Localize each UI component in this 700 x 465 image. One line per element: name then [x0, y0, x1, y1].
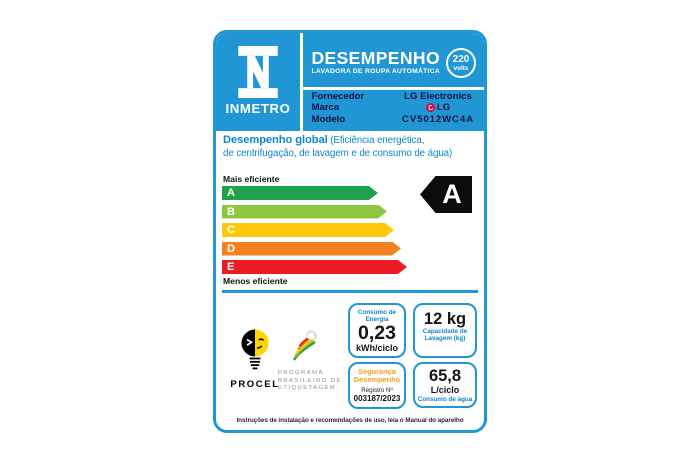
instructions-note: Instruções de instalação e recomendações… [236, 417, 464, 424]
capacity-label-line1: Capacidade de [422, 328, 468, 335]
registry-number-value: 003187/2023 [353, 393, 401, 403]
model-value: CV5012WC4A [402, 113, 474, 125]
inmetro-brand-block: INMETRO [216, 33, 300, 131]
global-heading-line1: (Eficiência energética, [327, 135, 425, 146]
grade-letter-e: E [227, 261, 235, 273]
inmetro-brand-name: INMETRO [225, 101, 291, 116]
capacity-value: 12 kg [423, 310, 467, 328]
pbe-logo-block: PROGRAMA BRASILEIRO DE ETIQUETAGEM [278, 329, 350, 393]
brand-row: Marca LG [303, 102, 485, 113]
header-horizontal-divider [302, 87, 484, 90]
energy-consumption-box: Consumo de Energia 0,23 kWh/ciclo [348, 303, 406, 358]
procel-bulb-icon [241, 329, 269, 370]
water-unit: L/ciclo [430, 385, 460, 395]
registry-title-line1: Segurança [358, 367, 396, 376]
grade-letter-c: C [227, 224, 235, 236]
supplier-row: Fornecedor LG Electronics [303, 91, 485, 102]
less-efficient-label: Menos eficiente [223, 276, 288, 286]
grade-letter-d: D [227, 242, 235, 255]
energy-unit: kWh/ciclo [355, 343, 398, 354]
pbe-line-2: BRASILEIRO DE [278, 377, 342, 384]
procel-label: PROCEL [230, 379, 280, 390]
water-value: 65,8 [428, 367, 462, 385]
supplier-label: Fornecedor [311, 91, 365, 103]
voltage-value: 220 [452, 53, 470, 65]
header-vertical-divider [300, 33, 303, 131]
voltage-badge: 220 volts [446, 48, 476, 78]
inmetro-logo-icon [238, 46, 278, 98]
lg-logo-icon [425, 103, 435, 113]
global-performance-heading: Desempenho global (Eficiência energética… [223, 134, 477, 160]
product-info: Fornecedor LG Electronics Marca [303, 91, 485, 125]
label-title: DESEMPENHO [311, 48, 440, 68]
grade-letter-a: A [227, 187, 235, 199]
voltage-unit: volts [453, 64, 469, 72]
brand-label: Marca [311, 102, 340, 114]
capacity-label-line2: Lavagem (kg) [424, 335, 466, 343]
water-label: Consumo de água [417, 396, 473, 403]
pbe-ribbon-icon [292, 330, 317, 361]
efficiency-bar-e: E [222, 260, 407, 274]
efficiency-bar-c: C [222, 223, 394, 237]
pbe-line-1: PROGRAMA [278, 370, 324, 376]
registry-title-line2: Desempenho [353, 375, 401, 385]
efficiency-bar-d: D [222, 242, 401, 256]
model-label: Modelo [311, 113, 346, 125]
rating-letter: A [442, 179, 462, 209]
registry-number-label: Registro Nº [361, 386, 393, 394]
header-right: DESEMPENHO LAVADORA DE ROUPA AUTOMÁTICA … [302, 33, 485, 131]
pbe-program-text: PROGRAMA BRASILEIRO DE ETIQUETAGEM [278, 370, 350, 393]
section-separator [222, 290, 478, 293]
efficiency-scale: A B C D E [222, 186, 407, 279]
energy-value: 0,23 [358, 322, 396, 345]
label-header: INMETRO DESEMPENHO LAVADORA DE ROUPA AUT… [216, 33, 484, 131]
procel-logo-block: PROCEL [226, 329, 284, 390]
pbe-line-3: ETIQUETAGEM [278, 385, 337, 392]
global-heading-line2: de centrifugação, de lavagem e de consum… [223, 147, 453, 159]
label-subtitle: LAVADORA DE ROUPA AUTOMÁTICA [311, 68, 440, 75]
water-consumption-box: 65,8 L/ciclo Consumo de água [413, 362, 477, 408]
rating-indicator-arrow: A [420, 176, 472, 213]
label-body: Desempenho global (Eficiência energética… [216, 131, 484, 430]
brand-value: LG [392, 102, 484, 113]
more-efficient-label: Mais eficiente [223, 174, 280, 184]
capacity-box: 12 kg Capacidade de Lavagem (kg) [413, 303, 477, 358]
global-heading-bold: Desempenho global [223, 134, 328, 146]
energy-label-line2: Energia [365, 316, 389, 324]
supplier-value: LG Electronics [404, 91, 472, 103]
brand-value-text: LG [436, 102, 451, 114]
registry-box: Segurança Desempenho Registro Nº 003187/… [348, 362, 406, 409]
efficiency-bar-a: A [222, 186, 378, 200]
model-row: Modelo CV5012WC4A [303, 114, 485, 125]
inmetro-energy-label: INMETRO DESEMPENHO LAVADORA DE ROUPA AUT… [213, 30, 487, 433]
efficiency-bar-b: B [222, 205, 387, 219]
grade-letter-b: B [227, 205, 235, 218]
energy-label-line1: Consumo de [357, 309, 397, 316]
